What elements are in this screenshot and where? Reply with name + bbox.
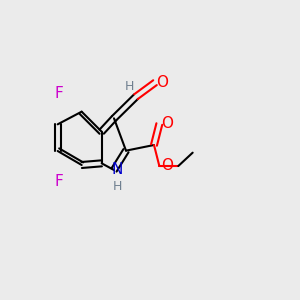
Text: O: O	[161, 116, 173, 131]
Text: O: O	[161, 158, 173, 173]
Text: O: O	[157, 75, 169, 90]
Text: F: F	[55, 173, 64, 188]
Text: H: H	[124, 80, 134, 92]
Text: N: N	[111, 163, 123, 178]
Text: F: F	[55, 86, 64, 101]
Text: H: H	[112, 180, 122, 193]
